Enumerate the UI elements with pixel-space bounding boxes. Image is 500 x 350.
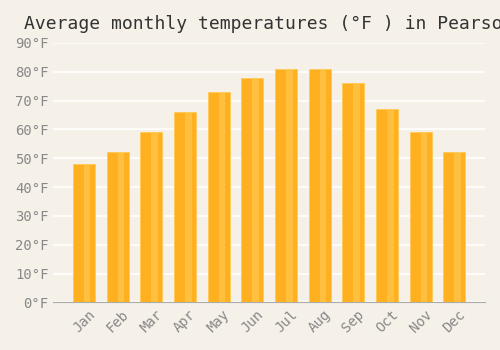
Bar <box>208 92 230 302</box>
Bar <box>342 83 364 302</box>
Bar <box>73 164 95 302</box>
Bar <box>275 69 297 302</box>
Bar <box>84 164 90 302</box>
Bar <box>320 69 326 302</box>
Bar <box>252 77 259 302</box>
Bar <box>174 112 196 302</box>
Bar <box>376 109 398 302</box>
Bar <box>444 153 466 302</box>
Bar <box>286 69 292 302</box>
Bar <box>118 153 124 302</box>
Bar <box>185 112 192 302</box>
Bar <box>140 132 162 302</box>
Bar <box>242 77 264 302</box>
Bar <box>410 132 432 302</box>
Bar <box>387 109 394 302</box>
Bar <box>218 92 225 302</box>
Bar <box>309 69 330 302</box>
Title: Average monthly temperatures (°F ) in Pearson: Average monthly temperatures (°F ) in Pe… <box>24 15 500 33</box>
Bar <box>421 132 428 302</box>
Bar <box>354 83 360 302</box>
Bar <box>152 132 158 302</box>
Bar <box>106 153 128 302</box>
Bar <box>454 153 461 302</box>
